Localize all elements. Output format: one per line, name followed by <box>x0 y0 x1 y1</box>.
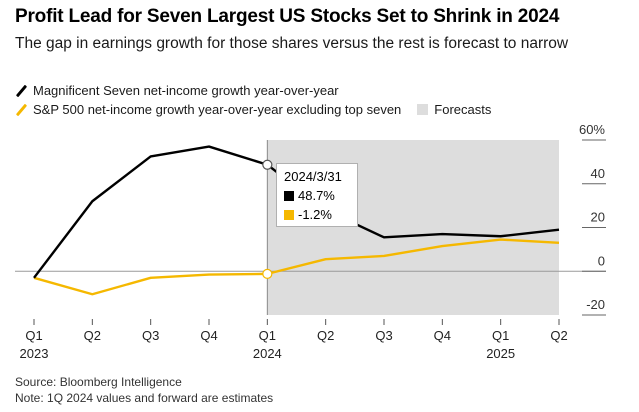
tooltip-date: 2024/3/31 <box>284 169 342 184</box>
x-tick-label: Q2 <box>84 328 101 343</box>
x-tick-label: Q2 <box>550 328 567 343</box>
x-tick-label: Q3 <box>142 328 159 343</box>
highlight-point <box>262 268 273 279</box>
tooltip-value-series1: 48.7% <box>298 188 335 203</box>
tooltip-swatch-black-icon <box>284 190 294 201</box>
x-tick-year-label: 2024 <box>253 346 282 361</box>
x-tick-label: Q3 <box>375 328 392 343</box>
footer: Source: Bloomberg Intelligence Note: 1Q … <box>15 374 273 406</box>
legend-item-magnificent-seven: Magnificent Seven net-income growth year… <box>15 81 491 100</box>
x-tick-label: Q1 <box>25 328 42 343</box>
hover-tooltip: 2024/3/31 48.7% -1.2% <box>276 163 358 227</box>
chart-title: Profit Lead for Seven Largest US Stocks … <box>15 6 560 27</box>
x-tick-year-label: 2025 <box>486 346 515 361</box>
y-tick-label: 40 <box>591 166 605 181</box>
estimate-note: Note: 1Q 2024 values and forward are est… <box>15 391 274 405</box>
x-tick-year-label: 2023 <box>20 346 49 361</box>
source-note: Source: Bloomberg Intelligence <box>15 375 182 389</box>
series-line-sp500-ex-top7 <box>33 238 560 296</box>
tooltip-row-series2: -1.2% <box>284 205 350 224</box>
x-tick-label: Q1 <box>492 328 509 343</box>
y-tick-label: 0 <box>598 253 605 268</box>
y-tick-label: 20 <box>591 210 605 225</box>
x-tick-label: Q4 <box>434 328 451 343</box>
y-tick-label: 60% <box>579 122 605 137</box>
highlight-point <box>262 159 273 170</box>
x-tick-label: Q4 <box>200 328 217 343</box>
legend-item-sp500-ex-top7: S&P 500 net-income growth year-over-year… <box>15 100 491 119</box>
chart-subtitle: The gap in earnings growth for those sha… <box>15 35 569 52</box>
legend-forecast-swatch-icon <box>417 104 429 115</box>
tooltip-value-series2: -1.2% <box>298 207 332 222</box>
legend-label-series1: Magnificent Seven net-income growth year… <box>33 83 339 98</box>
legend: Magnificent Seven net-income growth year… <box>15 81 491 119</box>
x-tick-label: Q1 <box>259 328 276 343</box>
x-tick-label: Q2 <box>317 328 334 343</box>
y-tick-label: -20 <box>586 297 605 312</box>
tooltip-row-series1: 48.7% <box>284 186 350 205</box>
tooltip-swatch-yellow-icon <box>284 209 294 220</box>
legend-label-forecasts: Forecasts <box>434 102 492 117</box>
legend-label-series2: S&P 500 net-income growth year-over-year… <box>33 102 402 117</box>
